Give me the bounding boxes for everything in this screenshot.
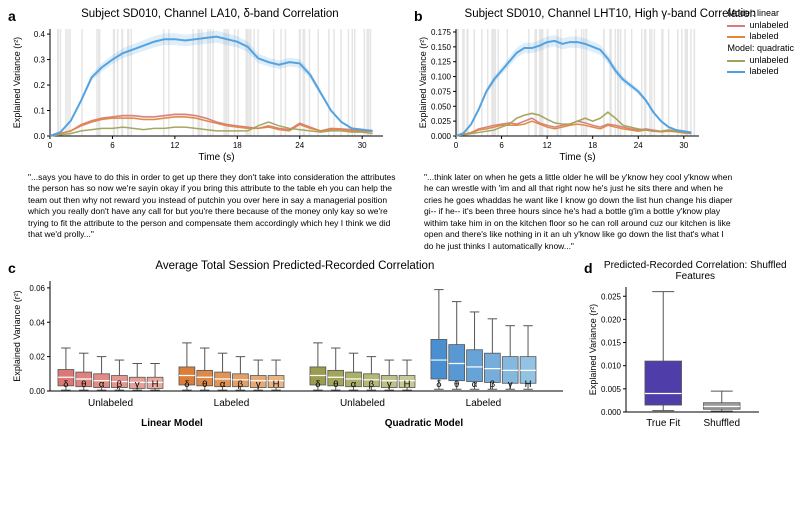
svg-text:H: H [525, 379, 532, 390]
svg-text:30: 30 [679, 141, 688, 150]
svg-text:6: 6 [110, 141, 115, 150]
svg-text:18: 18 [588, 141, 597, 150]
panel-c-title: Average Total Session Predicted-Recorded… [22, 260, 568, 272]
svg-text:0.025: 0.025 [431, 117, 452, 126]
svg-text:γ: γ [508, 379, 513, 390]
svg-text:0.4: 0.4 [34, 30, 46, 39]
svg-text:0.125: 0.125 [431, 58, 452, 67]
svg-text:0: 0 [454, 141, 459, 150]
svg-text:Linear Model: Linear Model [141, 418, 203, 429]
svg-text:0.050: 0.050 [431, 102, 452, 111]
svg-text:Time (s): Time (s) [198, 152, 234, 163]
svg-text:0.015: 0.015 [601, 339, 622, 348]
panel-b-chart: 0.000 0.025 0.050 0.075 0.100 0.125 0.150 0.175… [414, 24, 704, 164]
svg-text:β: β [369, 379, 375, 390]
svg-text:Quadratic Model: Quadratic Model [385, 418, 464, 429]
svg-text:Shuffled: Shuffled [704, 418, 741, 429]
svg-text:α: α [99, 379, 105, 390]
svg-text:0.02: 0.02 [29, 353, 45, 362]
svg-text:θ: θ [333, 379, 338, 390]
legend-group-quadratic: Model: quadratic [727, 43, 794, 55]
panel-d-chart: 0.000 0.005 0.010 0.015 0.020 0.025Explained … [584, 282, 764, 432]
legend-group-linear: Model: linear [727, 8, 794, 20]
svg-text:δ: δ [315, 379, 320, 390]
svg-text:0.020: 0.020 [601, 316, 622, 325]
svg-text:12: 12 [170, 141, 179, 150]
svg-text:0.04: 0.04 [29, 319, 45, 328]
svg-text:γ: γ [135, 379, 140, 390]
legend: Model: linear unlabeled labeled Model: q… [727, 8, 794, 78]
svg-text:β: β [490, 379, 496, 390]
figure: a Subject SD010, Channel LA10, δ-band Co… [8, 8, 792, 432]
svg-text:0.075: 0.075 [431, 87, 452, 96]
svg-text:Time (s): Time (s) [559, 152, 595, 163]
svg-text:0.0: 0.0 [34, 132, 46, 141]
svg-text:0.1: 0.1 [34, 107, 46, 116]
svg-text:30: 30 [358, 141, 367, 150]
svg-text:0.000: 0.000 [431, 132, 452, 141]
legend-item-linear-labeled: labeled [727, 31, 794, 43]
svg-text:0: 0 [48, 141, 53, 150]
panel-b-label: b [414, 8, 423, 24]
svg-text:Labeled: Labeled [214, 398, 250, 409]
svg-text:0.000: 0.000 [601, 408, 622, 417]
panel-a-caption: "...says you have to do this in order to… [8, 172, 398, 252]
panel-c-chart: 0.00 0.02 0.04 0.06 Explained Variance (r²) δ… [8, 276, 568, 431]
svg-text:0.2: 0.2 [34, 81, 46, 90]
svg-text:0.010: 0.010 [601, 362, 622, 371]
svg-text:Explained Variance (r²): Explained Variance (r²) [418, 37, 428, 128]
legend-item-linear-unlabeled: unlabeled [727, 20, 794, 32]
svg-text:β: β [238, 379, 244, 390]
panel-d-label: d [584, 260, 593, 276]
svg-text:Labeled: Labeled [466, 398, 502, 409]
svg-text:18: 18 [233, 141, 242, 150]
svg-text:6: 6 [499, 141, 504, 150]
svg-text:H: H [273, 379, 280, 390]
svg-text:H: H [404, 379, 411, 390]
panel-c-label: c [8, 260, 16, 276]
legend-item-quad-labeled: labeled [727, 66, 794, 78]
panel-a-label: a [8, 8, 16, 24]
legend-item-quad-unlabeled: unlabeled [727, 55, 794, 67]
svg-text:0.150: 0.150 [431, 43, 452, 52]
svg-text:0.005: 0.005 [601, 385, 622, 394]
svg-text:α: α [220, 379, 226, 390]
svg-text:0.175: 0.175 [431, 28, 452, 37]
svg-text:24: 24 [295, 141, 304, 150]
panel-a-title: Subject SD010, Channel LA10, δ-band Corr… [22, 8, 398, 20]
svg-text:θ: θ [81, 379, 86, 390]
svg-text:γ: γ [387, 379, 392, 390]
svg-text:α: α [351, 379, 357, 390]
svg-text:δ: δ [63, 379, 68, 390]
panel-a: a Subject SD010, Channel LA10, δ-band Co… [8, 8, 398, 164]
panel-d: d Predicted-Recorded Correlation: Shuffl… [584, 260, 792, 432]
svg-text:0.06: 0.06 [29, 284, 45, 293]
svg-text:Explained Variance (r²): Explained Variance (r²) [588, 304, 598, 395]
svg-text:0.3: 0.3 [34, 56, 46, 65]
svg-text:0.00: 0.00 [29, 387, 45, 396]
svg-text:Unlabeled: Unlabeled [340, 398, 385, 409]
svg-text:True Fit: True Fit [646, 418, 680, 429]
svg-text:δ: δ [184, 379, 189, 390]
svg-text:0.100: 0.100 [431, 73, 452, 82]
panel-a-chart: 0.0 0.1 0.2 0.3 0.4 0 6 12 18 24 30 Explained Varia… [8, 24, 388, 164]
svg-text:Unlabeled: Unlabeled [88, 398, 133, 409]
panel-b-caption: "...think later on when he gets a little… [414, 172, 734, 252]
svg-text:θ: θ [202, 379, 207, 390]
svg-text:12: 12 [543, 141, 552, 150]
svg-text:0.025: 0.025 [601, 293, 622, 302]
svg-text:Explained Variance (r²): Explained Variance (r²) [12, 291, 22, 382]
svg-text:24: 24 [634, 141, 643, 150]
svg-text:β: β [117, 379, 123, 390]
svg-text:γ: γ [256, 379, 261, 390]
svg-text:δ: δ [436, 379, 441, 390]
svg-text:α: α [472, 379, 478, 390]
panel-c: c Average Total Session Predicted-Record… [8, 260, 568, 431]
panel-b: b Subject SD010, Channel LHT10, High γ-b… [414, 8, 792, 164]
svg-text:θ: θ [454, 379, 459, 390]
svg-text:Explained Variance (r²): Explained Variance (r²) [12, 37, 22, 128]
panel-d-title: Predicted-Recorded Correlation: Shuffled… [599, 260, 792, 282]
svg-text:H: H [152, 379, 159, 390]
